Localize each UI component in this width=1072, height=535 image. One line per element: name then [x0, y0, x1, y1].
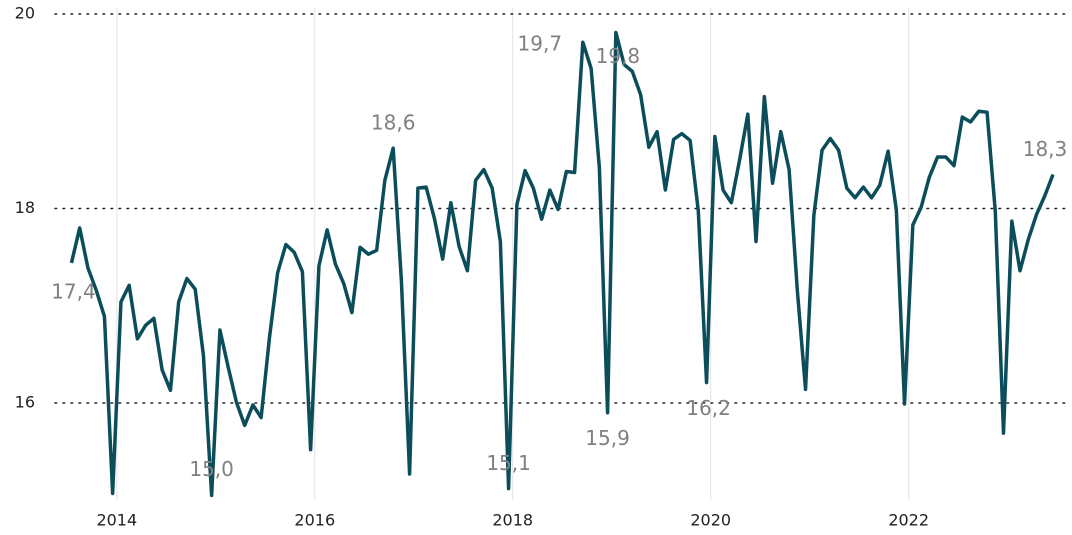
data-label: 15,0	[189, 457, 234, 481]
line	[69, 30, 1055, 498]
data-label: 17,4	[51, 279, 96, 303]
x-tick-label: 2016	[294, 511, 335, 530]
data-label: 19,7	[518, 32, 563, 56]
y-tick-label: 20	[15, 4, 35, 23]
x-tick-label: 2018	[492, 511, 533, 530]
data-label: 18,6	[371, 111, 416, 135]
data-label: 18,3	[1023, 137, 1068, 161]
y-tick-label: 18	[15, 198, 35, 217]
x-tick-label: 2014	[96, 511, 137, 530]
data-label: 15,9	[585, 426, 630, 450]
y-tick-label: 16	[15, 393, 35, 412]
data-label: 19,8	[596, 44, 641, 68]
data-label: 15,1	[486, 451, 531, 475]
data-label: 16,2	[686, 396, 731, 420]
x-tick-label: 2020	[690, 511, 731, 530]
x-tick-label: 2022	[888, 511, 929, 530]
